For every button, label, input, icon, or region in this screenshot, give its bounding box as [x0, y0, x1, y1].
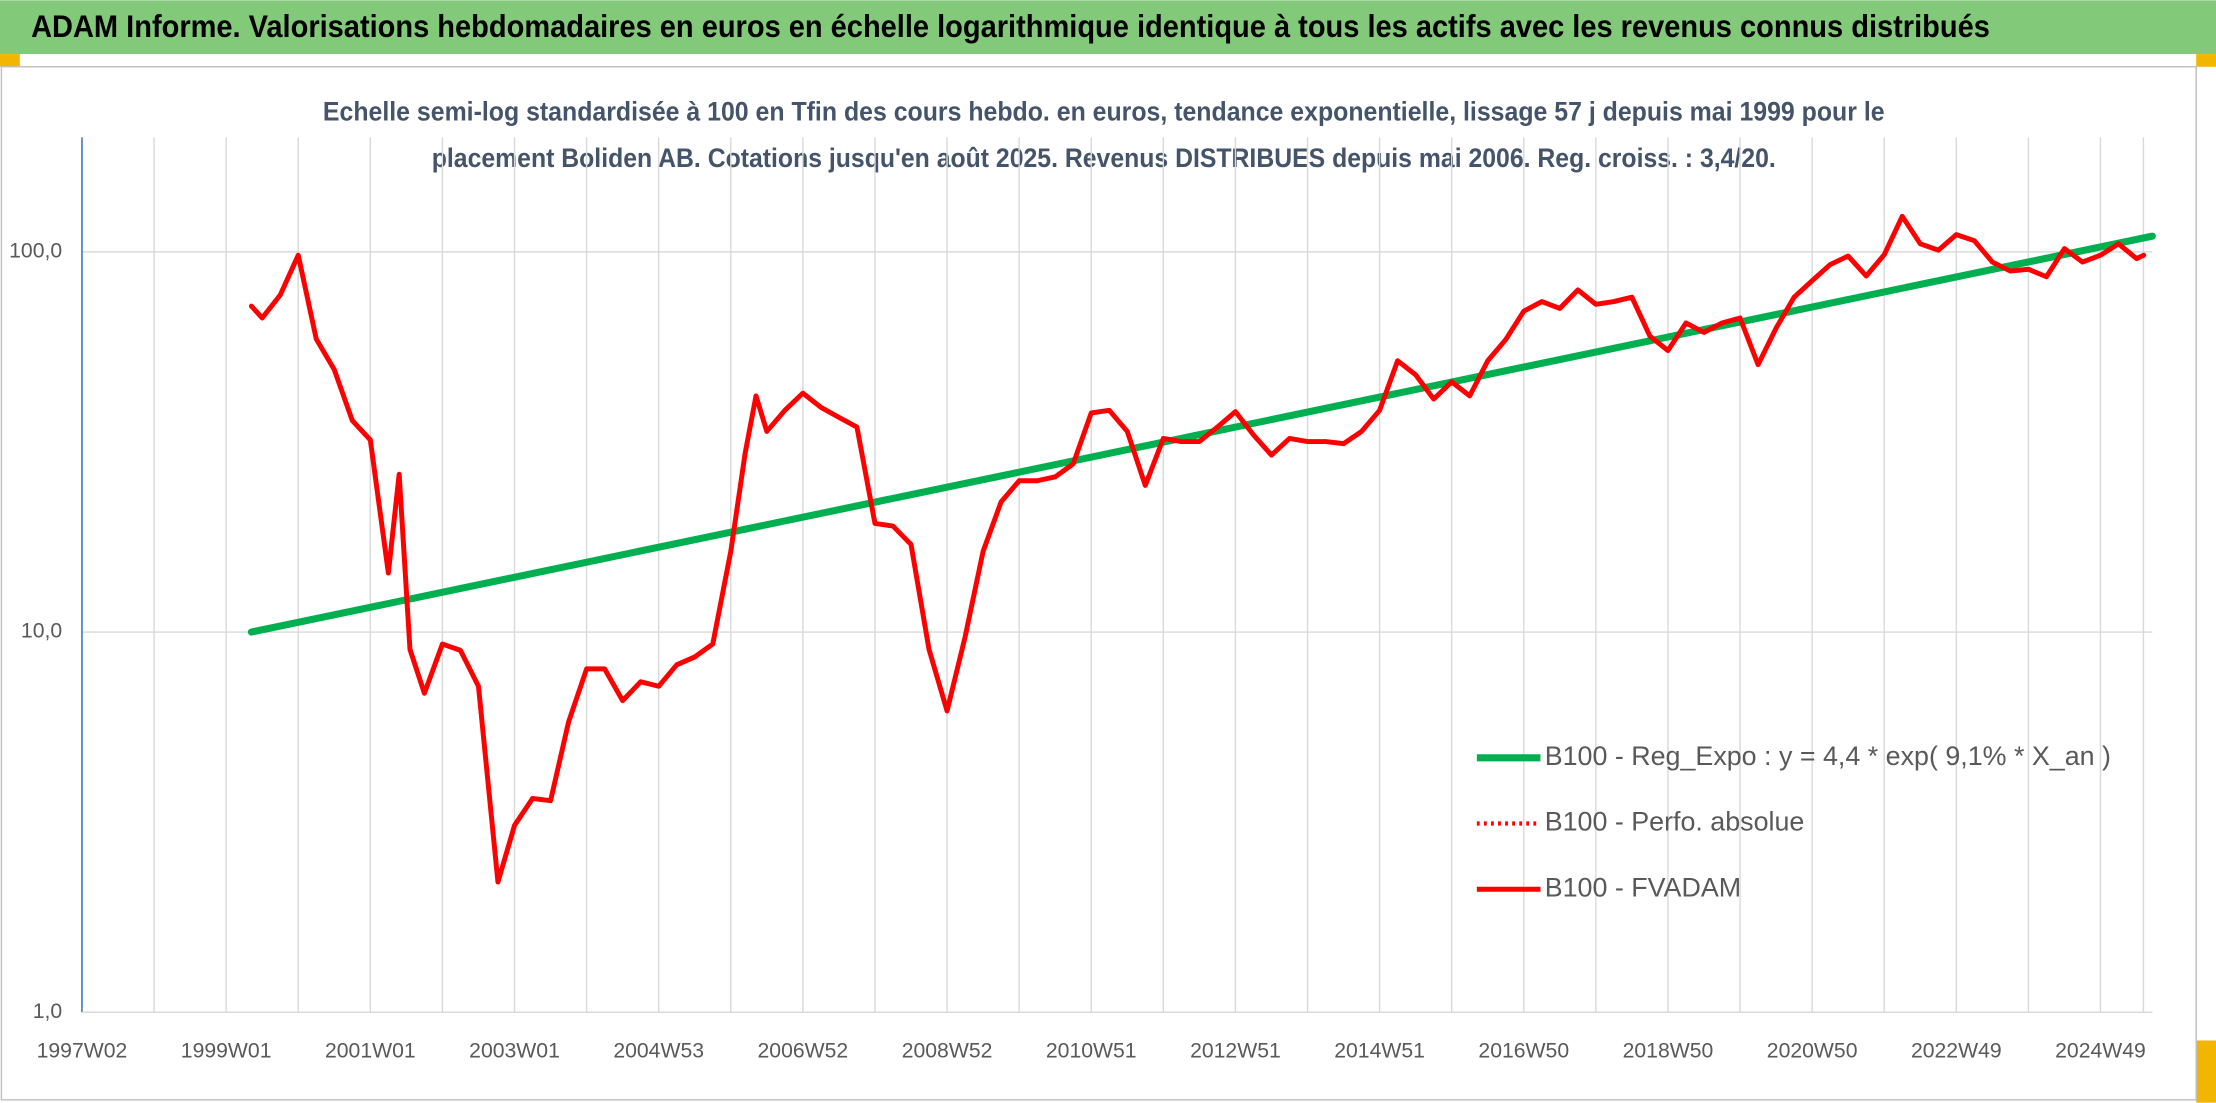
header-bar: [0, 0, 2216, 55]
series-line: [248, 213, 2147, 885]
x-tick-label: 2024W49: [2055, 1039, 2146, 1062]
x-tick-label: 2001W01: [325, 1039, 416, 1062]
frame: [0, 66, 2197, 1101]
x-tick-label: 2004W53: [613, 1039, 704, 1062]
x-tick-label: 2018W50: [1623, 1039, 1714, 1062]
legend-label: B100 - FVADAM: [1545, 872, 1741, 902]
x-tick-label: 2016W50: [1478, 1039, 1569, 1062]
series-line: [247, 232, 2156, 636]
x-tick-label: 2008W52: [902, 1039, 993, 1062]
x-tick-label: 2010W51: [1046, 1039, 1137, 1062]
x-tick-label: 2022W49: [1911, 1039, 2002, 1062]
y-tick-label: 10,0: [21, 620, 62, 643]
corner-mark: [2196, 1040, 2216, 1103]
x-tick-label: 2012W51: [1190, 1039, 1281, 1062]
chart-subtitle: placement Boliden AB. Cotations jusqu'en…: [432, 143, 1776, 173]
legend-label: B100 - Perfo. absolue: [1545, 807, 1805, 837]
grid: 1,0 10,0 100,0 1997W02 1999W01 2001W01 2003W01…: [9, 137, 2153, 1062]
corner-mark: [2196, 54, 2216, 67]
page-title: ADAM Informe. Valorisations hebdomadaire…: [31, 9, 1990, 44]
legend-label: B100 - Reg_Expo : y = 4,4 * exp( 9,1% * …: [1545, 741, 2111, 771]
x-tick-label: 1999W01: [181, 1039, 272, 1062]
x-tick-label: 2014W51: [1334, 1039, 1425, 1062]
x-tick-label: 1997W02: [37, 1039, 128, 1062]
legend: B100 - Reg_Expo : y = 4,4 * exp( 9,1% * …: [1476, 741, 2111, 902]
y-tick-label: 100,0: [9, 239, 62, 262]
corner-mark: [0, 54, 20, 67]
x-tick-label: 2006W52: [758, 1039, 849, 1062]
y-tick-label: 1,0: [33, 1000, 62, 1023]
chart-subtitle: Echelle semi-log standardisée à 100 en T…: [323, 96, 1885, 126]
plot-area: [247, 213, 2156, 885]
x-tick-label: 2020W50: [1767, 1039, 1858, 1062]
x-tick-label: 2003W01: [469, 1039, 560, 1062]
